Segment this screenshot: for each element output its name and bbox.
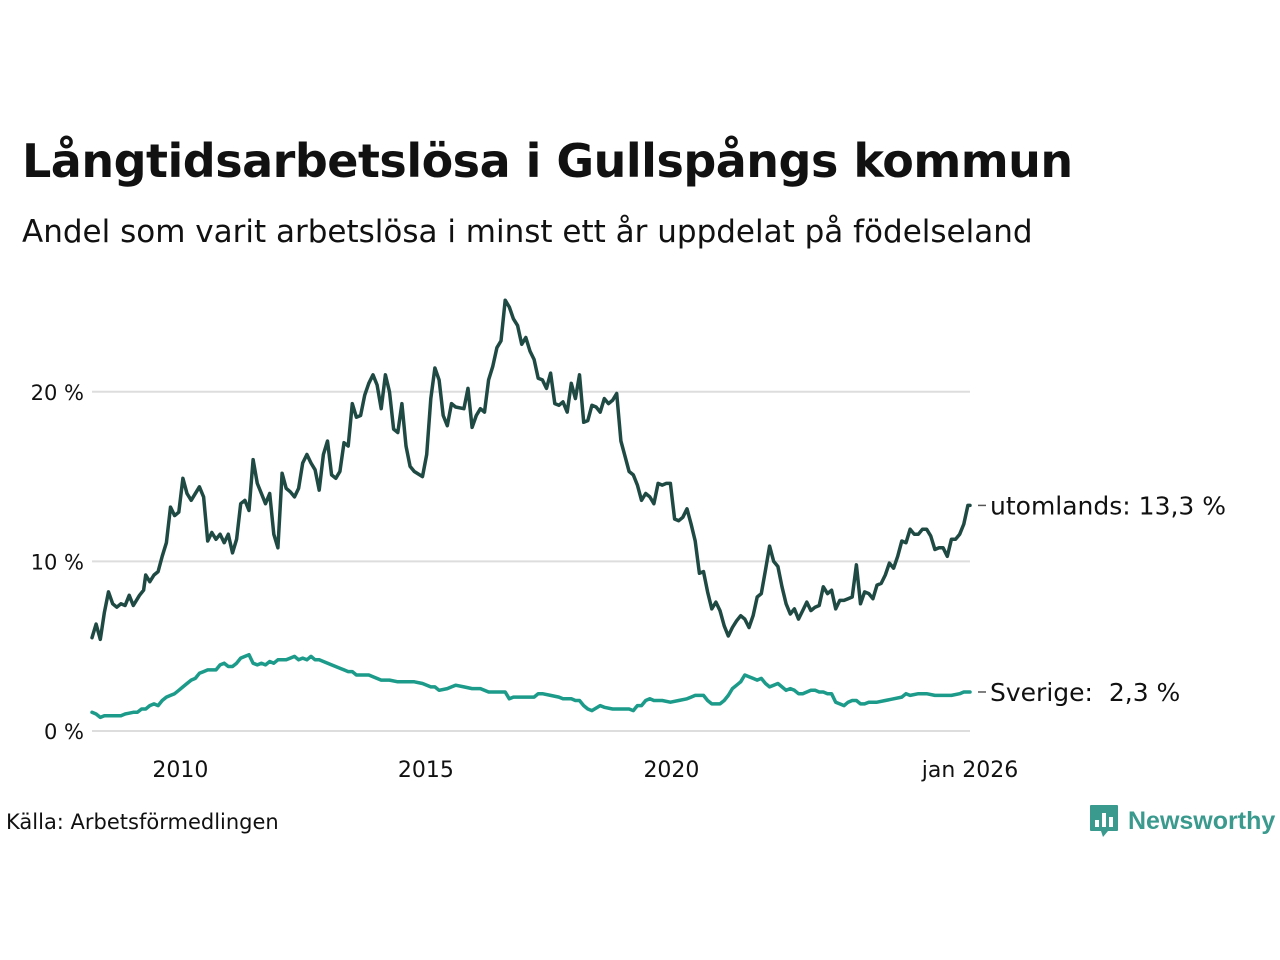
end-label-utomlands: utomlands: 13,3 % (990, 491, 1226, 520)
y-tick-label: 10 % (31, 550, 84, 574)
chart-title: Långtidsarbetslösa i Gullspångs kommun (22, 134, 1073, 188)
y-tick-label: 20 % (31, 381, 84, 405)
newsworthy-logo-icon (1090, 805, 1118, 837)
series-line-utomlands (90, 298, 972, 642)
x-tick-label: 2015 (398, 758, 454, 783)
x-tick-label: 2020 (643, 758, 699, 783)
x-tick-label: jan 2026 (921, 758, 1019, 783)
chart-subtitle: Andel som varit arbetslösa i minst ett å… (22, 214, 1033, 250)
axis-layer: 0 % 10 % 20 % 2010 2015 2020 jan 2026 (31, 381, 1019, 783)
label-layer: utomlands: 13,3 % Sverige: 2,3 % (978, 491, 1226, 707)
x-tick-label: 2010 (152, 758, 208, 783)
source-note: Källa: Arbetsförmedlingen (6, 810, 279, 834)
grid-layer (92, 390, 970, 732)
series-line-sverige (90, 652, 972, 720)
brand-name: Newsworthy (1128, 806, 1276, 835)
y-tick-label: 0 % (44, 720, 84, 744)
brand-logo[interactable]: Newsworthy (1088, 803, 1275, 839)
end-label-sverige: Sverige: 2,3 % (990, 678, 1180, 707)
series-layer (90, 298, 972, 720)
